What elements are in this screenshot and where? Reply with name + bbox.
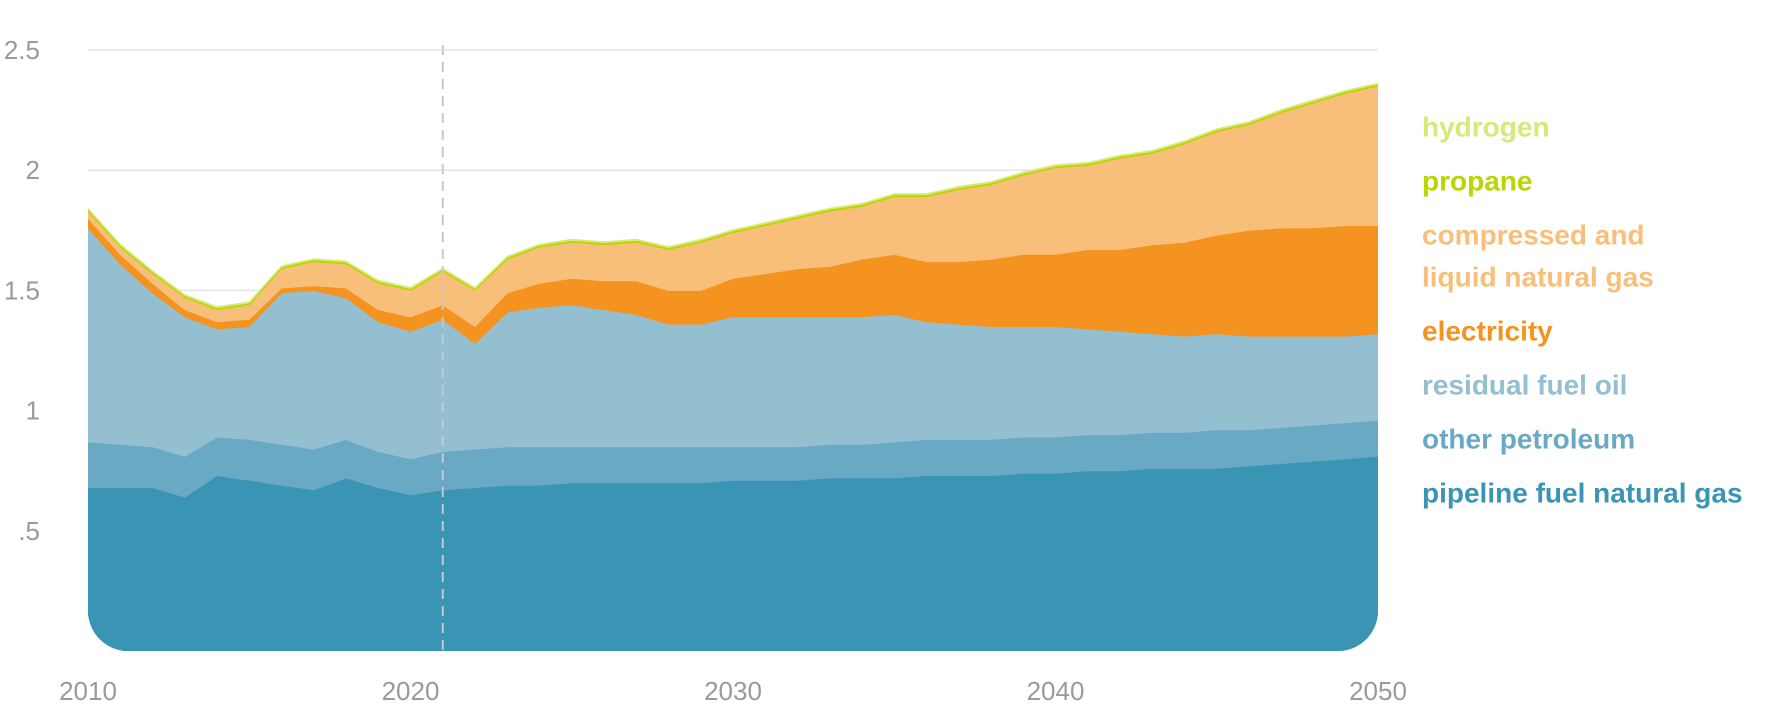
y-tick-label: 1 <box>26 396 40 426</box>
area-hydrogen <box>88 82 1378 309</box>
legend-label-compressed-and-liquid-natural-gas: compressed and liquid natural gas <box>1422 220 1654 293</box>
x-tick-label: 2050 <box>1349 676 1407 706</box>
x-tick-label: 2020 <box>382 676 440 706</box>
x-axis: 2010 2020 2030 2040 2050 <box>59 676 1407 706</box>
legend-label-hydrogen: hydrogen <box>1422 112 1550 143</box>
y-axis: .5 1 1.5 2 2.5 <box>4 35 40 546</box>
legend-label-electricity: electricity <box>1422 316 1553 347</box>
x-tick-label: 2040 <box>1027 676 1085 706</box>
legend: hydrogen propane compressed and liquid natu… <box>1422 112 1743 509</box>
legend-label-propane: propane <box>1422 166 1532 197</box>
legend-label-pipeline-fuel-natural-gas: pipeline fuel natural gas <box>1422 478 1743 509</box>
legend-label-other-petroleum: other petroleum <box>1422 424 1635 455</box>
y-tick-label: .5 <box>18 516 40 546</box>
y-tick-label: 1.5 <box>4 275 40 305</box>
y-tick-label: 2.5 <box>4 35 40 65</box>
y-tick-label: 2 <box>26 155 40 185</box>
areas <box>88 82 1378 651</box>
x-tick-label: 2030 <box>704 676 762 706</box>
x-tick-label: 2010 <box>59 676 117 706</box>
legend-label-residual-fuel-oil: residual fuel oil <box>1422 370 1627 401</box>
